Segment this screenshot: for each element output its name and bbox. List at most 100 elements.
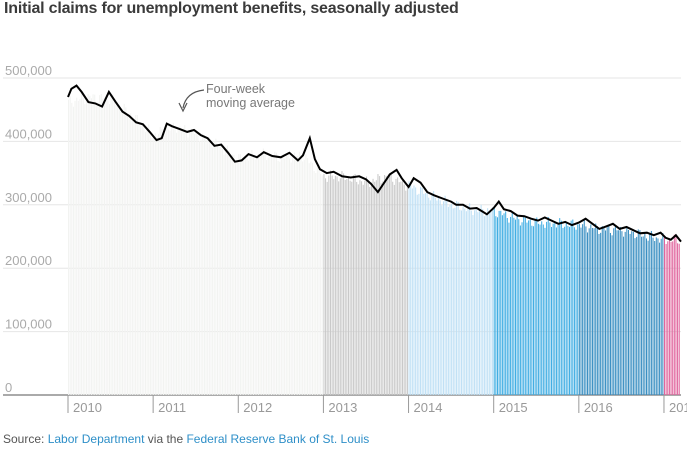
bar	[388, 174, 390, 395]
bar	[293, 152, 295, 395]
bar	[74, 100, 76, 395]
bar	[154, 133, 156, 395]
bar	[236, 160, 238, 395]
bar	[436, 200, 438, 395]
source-line: Source: Labor Department via the Federal…	[3, 432, 369, 446]
bar	[397, 177, 399, 395]
bar	[629, 233, 631, 395]
bar	[619, 226, 621, 395]
source-link-fed[interactable]: Federal Reserve Bank of St. Louis	[186, 432, 370, 446]
bar	[411, 188, 413, 395]
bar	[416, 194, 418, 395]
bar	[457, 201, 459, 395]
bar	[506, 218, 508, 395]
bar	[71, 102, 73, 395]
bar	[136, 115, 138, 395]
bar	[117, 101, 119, 395]
bar	[541, 221, 543, 395]
bar	[588, 228, 590, 395]
bar	[156, 136, 158, 395]
bar	[115, 104, 117, 396]
bar	[410, 185, 412, 395]
bar	[492, 207, 494, 395]
bar	[598, 233, 600, 395]
bar	[557, 224, 559, 395]
bar	[659, 242, 661, 395]
y-tick-label: 100,000	[5, 317, 52, 332]
bar	[241, 160, 243, 395]
bar	[272, 157, 274, 395]
bar	[550, 226, 553, 395]
bar	[420, 186, 422, 395]
bar	[575, 229, 577, 395]
bar	[328, 175, 330, 395]
bar	[146, 127, 148, 395]
bar	[454, 207, 456, 395]
bar	[675, 235, 677, 395]
bar	[521, 222, 523, 395]
bar	[128, 113, 130, 396]
bar	[230, 156, 232, 395]
bar	[482, 209, 484, 395]
bar	[359, 180, 361, 395]
source-link-labor[interactable]: Labor Department	[47, 432, 145, 446]
bar	[569, 226, 571, 395]
bar	[523, 215, 525, 395]
bar	[87, 94, 89, 395]
y-axis-tick-labels: 0 100,000 200,000 300,000 400,000 500,000	[5, 63, 52, 395]
bar	[357, 184, 359, 395]
bar	[208, 137, 210, 395]
bar	[565, 222, 567, 395]
bar	[632, 231, 634, 395]
bar	[131, 119, 133, 395]
bar	[549, 222, 551, 395]
bar	[570, 220, 572, 395]
bar	[225, 150, 227, 395]
bar	[465, 211, 467, 395]
bar	[426, 191, 428, 395]
bar	[600, 232, 602, 395]
bar	[385, 175, 387, 395]
bar	[167, 129, 169, 396]
bar	[554, 223, 556, 395]
bar	[192, 132, 194, 396]
bar	[275, 152, 277, 395]
bar	[262, 148, 264, 395]
bar	[243, 160, 245, 395]
x-tick-label: 2017	[669, 400, 687, 415]
bar	[587, 232, 589, 395]
bar	[184, 125, 186, 395]
bar	[290, 162, 292, 395]
x-tick-label: 2016	[584, 400, 613, 415]
bar	[133, 121, 135, 395]
bar	[292, 156, 294, 395]
bar	[246, 158, 248, 395]
bar	[325, 178, 327, 395]
bar	[90, 98, 92, 395]
bar	[99, 95, 101, 396]
bar	[76, 97, 78, 395]
bar	[641, 236, 643, 395]
bar	[601, 226, 603, 395]
bar	[374, 181, 376, 395]
bar	[677, 243, 679, 395]
bar	[108, 104, 110, 395]
bar	[215, 138, 217, 395]
bar	[315, 172, 317, 395]
annotation-arrowhead	[178, 102, 188, 113]
bar	[180, 130, 183, 396]
bar	[333, 179, 335, 395]
bar	[421, 187, 423, 395]
bar	[379, 176, 381, 395]
bar	[182, 128, 184, 395]
bar	[266, 160, 268, 395]
bar	[277, 160, 279, 395]
y-tick-label: 400,000	[5, 126, 52, 141]
bar	[639, 230, 641, 395]
bar	[418, 193, 420, 395]
bar	[251, 149, 253, 395]
bar	[402, 178, 404, 395]
bar	[94, 94, 96, 395]
bar	[84, 104, 86, 396]
bar	[660, 238, 662, 395]
